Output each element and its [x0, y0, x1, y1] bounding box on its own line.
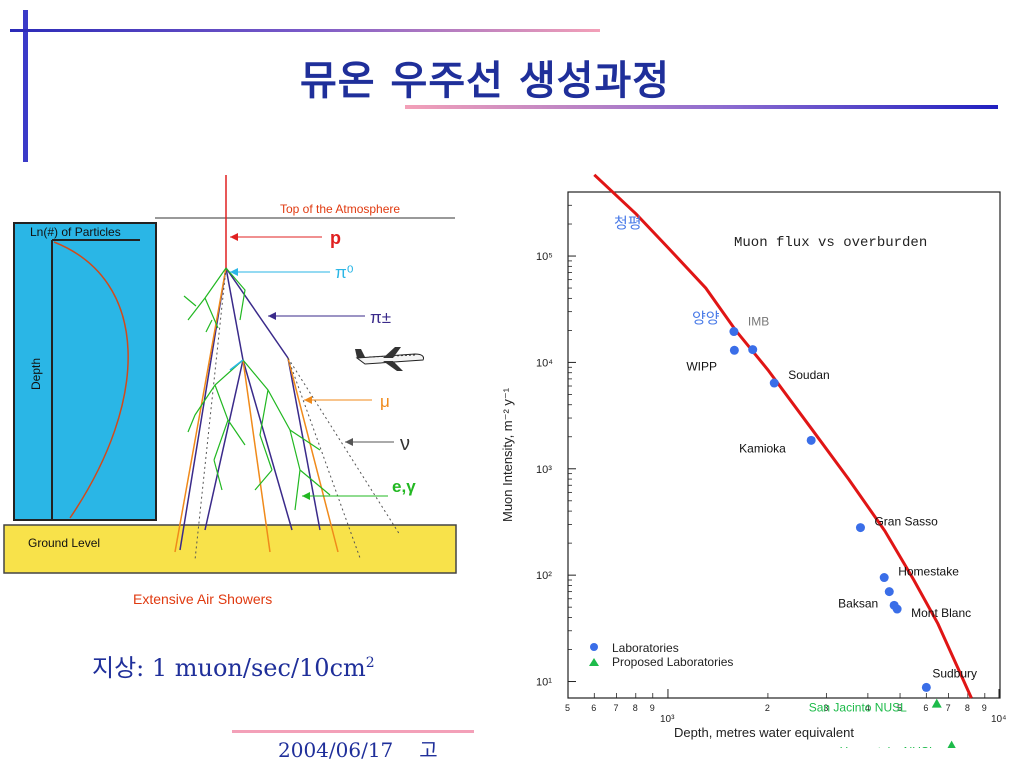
footer-date: 2004/06/17 고 — [278, 738, 438, 762]
markers: IMB WIPP Soudan Kamioka Gran Sasso Homestake B… — [686, 315, 977, 748]
proton-label: p — [330, 228, 341, 248]
proposed-label: San Jacinto NUSL — [809, 701, 907, 715]
particles-box — [13, 222, 157, 521]
x-axis-label: Depth, metres water equivalent — [674, 725, 854, 740]
em-cascade — [183, 267, 331, 511]
frame-title-underline — [405, 105, 998, 109]
electron-label: e,γ — [392, 477, 416, 496]
lab-marker — [806, 435, 816, 445]
pi0-decay — [229, 359, 244, 371]
x-tick-label: 5 — [565, 703, 570, 713]
legend-lab-marker — [590, 643, 598, 651]
lab-label: Baksan — [838, 596, 878, 610]
chart-title: Muon flux vs overburden — [734, 235, 927, 251]
pi-charged-label: π± — [370, 308, 391, 327]
pi0-label: π⁰ — [335, 263, 354, 282]
annotation-yangyang: 양양 — [692, 310, 720, 327]
air-shower-diagram: Top of the Atmosphere Ln(#) of Particles… — [3, 175, 457, 607]
lab-label: WIPP — [686, 359, 717, 373]
flux-curve — [593, 173, 973, 699]
y-tick-label: 10⁵ — [536, 251, 553, 263]
ground-level-label: Ground Level — [28, 536, 100, 550]
airplane-icon — [355, 347, 424, 371]
ground-band — [3, 524, 457, 574]
lab-label: Soudan — [788, 368, 829, 382]
muon-label: μ — [380, 392, 390, 411]
x-tick-label: 4 — [865, 703, 870, 713]
frame-top-line — [10, 29, 600, 32]
caption: 지상: 1 muon/sec/10cm2 — [92, 654, 375, 682]
x-tick-label: 8 — [633, 703, 638, 713]
legend-lab-label: Laboratories — [612, 641, 679, 655]
lab-label: IMB — [748, 315, 769, 329]
x-tick-label: 9 — [982, 703, 987, 713]
legend: Laboratories Proposed Laboratories — [589, 641, 733, 669]
top-atmosphere-label: Top of the Atmosphere — [280, 202, 400, 216]
chart-background — [474, 172, 1024, 748]
y-tick-label: 10² — [536, 570, 552, 582]
x-tick-label: 7 — [946, 703, 951, 713]
lab-marker — [769, 378, 779, 388]
y-axis-label: Muon Intensity, m⁻² y⁻¹ — [500, 387, 515, 522]
frame-vertical-line — [23, 10, 28, 162]
x-ticks: 5 6 7 8 9 2 3 4 5 6 7 8 9 10³ 10⁴ — [565, 689, 1006, 725]
lab-label: Mont Blanc — [911, 606, 971, 620]
plot-frame — [567, 191, 1001, 699]
y-tick-label: 10¹ — [536, 677, 552, 689]
lab-marker — [748, 345, 758, 355]
y-tick-label: 10³ — [536, 464, 552, 476]
y-tick-label: 10⁴ — [536, 357, 553, 369]
legend-proposed-label: Proposed Laboratories — [612, 655, 733, 669]
lab-marker — [879, 573, 889, 583]
x-tick-label: 3 — [823, 703, 828, 713]
legend-proposed-marker — [589, 658, 599, 666]
lab-marker — [729, 345, 739, 355]
lab-label: Gran Sasso — [874, 515, 938, 529]
particle-arrows — [230, 233, 394, 500]
x-tick-label: 9 — [650, 703, 655, 713]
muon-tracks — [174, 267, 339, 553]
y-ticks: 10¹10²10³10⁴10⁵10⁶ — [536, 204, 576, 689]
proposed-marker — [947, 740, 956, 748]
neutrino-label: ν — [400, 433, 410, 455]
x-decade-label: 10³ — [660, 714, 675, 725]
particles-box-label: Ln(#) of Particles — [30, 225, 121, 239]
frame-bottom-line — [232, 730, 492, 733]
proposed-marker — [931, 698, 942, 708]
x-decade-label: 10⁴ — [991, 714, 1006, 725]
proposed-label: Homestake NUSL — [840, 745, 936, 748]
slide-title: 뮤온 우주선 생성과정 — [300, 58, 671, 104]
lab-label: Kamioka — [739, 441, 786, 455]
hadron-cascade — [179, 267, 321, 551]
air-showers-caption: Extensive Air Showers — [133, 591, 272, 607]
lab-label: Sudbury — [932, 666, 977, 680]
annotation-cheongpyeong: 청평 — [614, 215, 642, 232]
neutrino-tracks — [194, 267, 401, 561]
depth-label: Depth — [29, 358, 43, 390]
lab-marker — [884, 587, 894, 597]
x-tick-label: 2 — [765, 703, 770, 713]
lab-marker — [921, 682, 931, 692]
lab-marker — [892, 604, 902, 614]
x-tick-label: 5 — [897, 703, 902, 713]
x-tick-label: 8 — [965, 703, 970, 713]
particle-count-curve — [53, 241, 129, 519]
x-tick-label: 6 — [591, 703, 596, 713]
x-tick-label: 7 — [614, 703, 619, 713]
lab-marker — [855, 523, 865, 533]
lab-marker — [729, 327, 739, 337]
x-tick-label: 6 — [923, 703, 928, 713]
lab-label: Homestake — [898, 565, 959, 579]
